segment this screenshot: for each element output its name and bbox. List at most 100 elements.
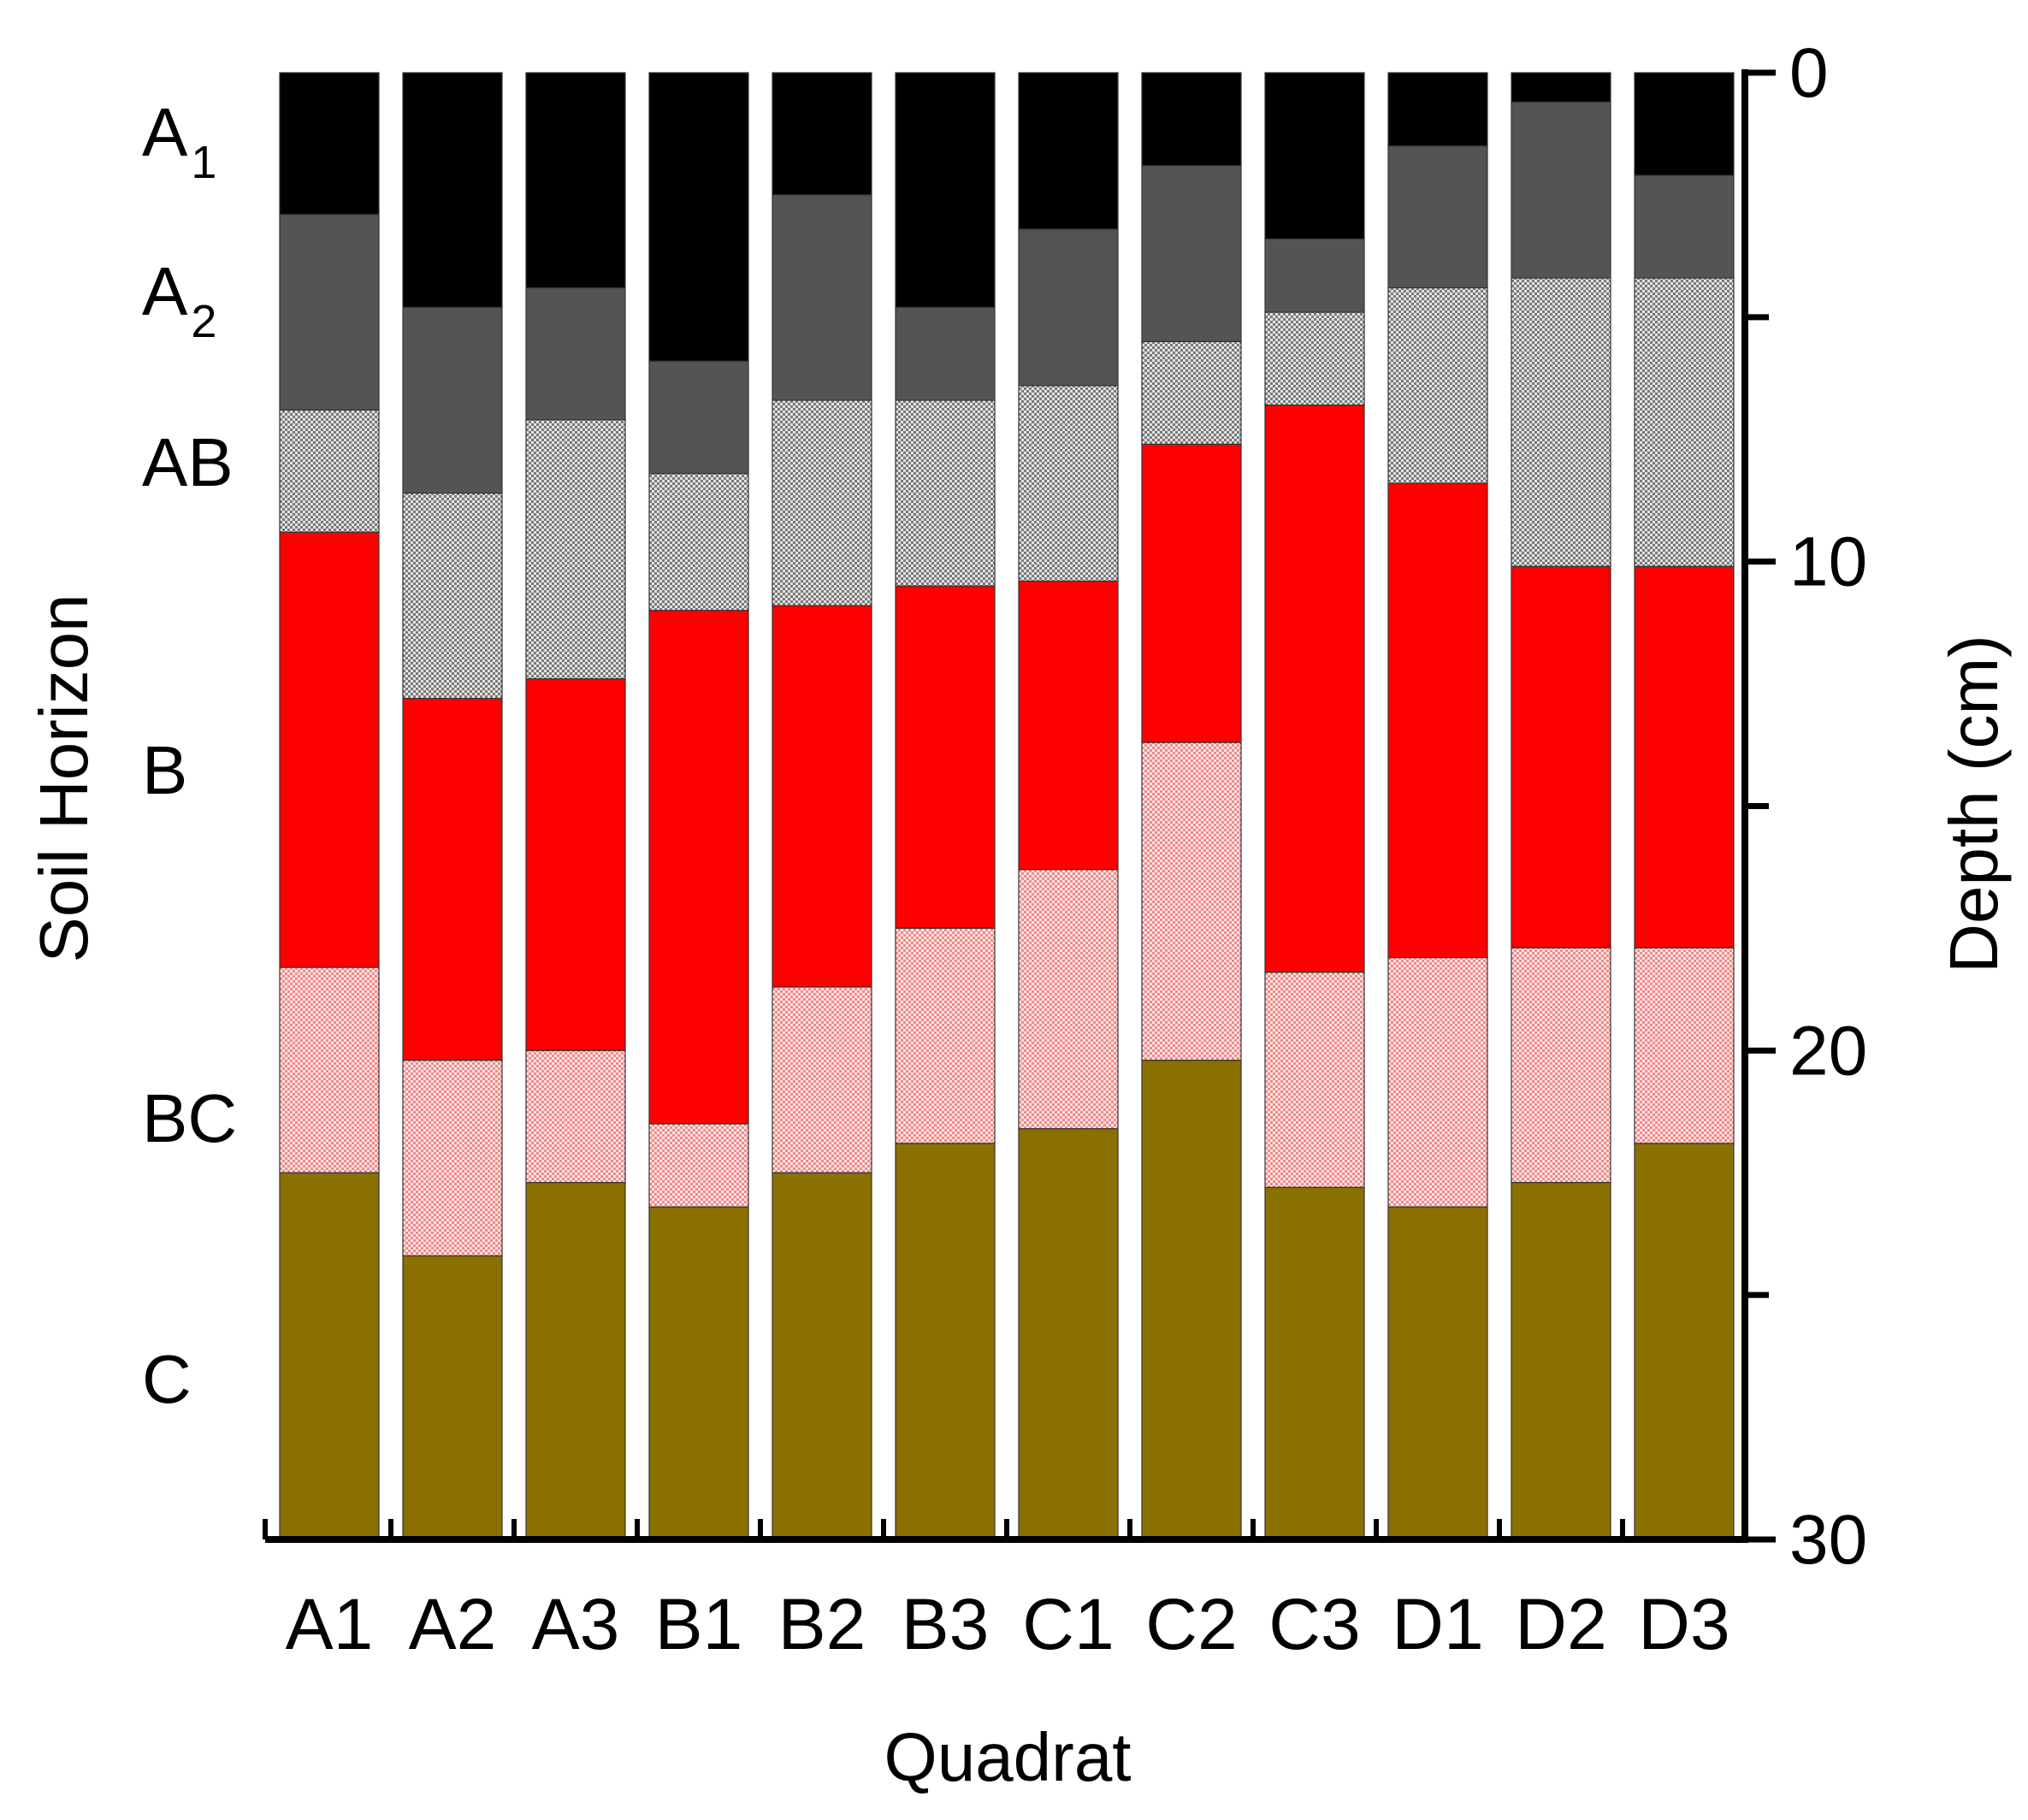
bar-segment-c3-a2 xyxy=(1264,238,1365,313)
bar-segment-b2-a1 xyxy=(772,72,872,196)
bar-segment-c2-a1 xyxy=(1141,72,1242,167)
axes-group xyxy=(263,69,1776,1543)
bar-segment-d2-b xyxy=(1511,565,1611,948)
x-tick-label-b1: B1 xyxy=(655,1584,743,1664)
bar-segment-a3-bc xyxy=(525,1049,626,1184)
bar-segment-a1-bc xyxy=(279,966,380,1173)
bar-segment-b3-bc xyxy=(895,927,996,1144)
bar-segment-c3-ab xyxy=(1264,311,1365,406)
horizon-labels: A1 A2 AB B BC C xyxy=(142,94,237,1417)
bar-segment-a2-ab xyxy=(402,493,503,700)
bar-segment-b2-ab xyxy=(772,399,872,606)
horizon-label-a1: A1 xyxy=(142,94,216,188)
bar-segment-d3-ab xyxy=(1634,277,1735,567)
bar-segment-a3-b xyxy=(525,678,626,1051)
bar-segment-a1-a1 xyxy=(279,72,380,216)
bar-segment-d2-bc xyxy=(1511,947,1611,1184)
x-tick-label-c2: C2 xyxy=(1145,1584,1237,1664)
y-tick-labels: 0 10 20 30 xyxy=(1789,34,1867,1579)
bar-segment-b1-c xyxy=(648,1206,749,1540)
bar-segment-c2-ab xyxy=(1141,340,1242,446)
bar-segment-c3-c xyxy=(1264,1186,1365,1540)
bar-segment-a1-ab xyxy=(279,409,380,533)
horizon-label-a2: A2 xyxy=(142,253,216,347)
bar-segment-d1-a1 xyxy=(1387,72,1488,147)
bar-segment-b3-b xyxy=(895,585,996,930)
bar-segment-b2-b xyxy=(772,605,872,988)
horizon-label-b: B xyxy=(142,732,187,808)
bar-segment-d3-b xyxy=(1634,565,1735,948)
x-tick-label-d1: D1 xyxy=(1392,1584,1483,1664)
x-tick-label-a3: A3 xyxy=(532,1584,620,1664)
y-tick-label-20: 20 xyxy=(1789,1012,1867,1090)
bar-segment-d3-a1 xyxy=(1634,72,1735,176)
bar-segment-a3-c xyxy=(525,1182,626,1540)
bar-segment-a2-a1 xyxy=(402,72,503,308)
bar-segment-c3-bc xyxy=(1264,972,1365,1189)
bar-segment-d1-bc xyxy=(1387,957,1488,1208)
y-tick-label-30: 30 xyxy=(1789,1501,1867,1579)
bar-segment-c2-bc xyxy=(1141,742,1242,1061)
bar-segment-a3-a1 xyxy=(525,72,626,289)
bar-segment-c2-b xyxy=(1141,443,1242,743)
bar-segment-d1-b xyxy=(1387,482,1488,959)
left-axis-title: Soil Horizon xyxy=(26,594,102,962)
bar-segment-c2-a2 xyxy=(1141,165,1242,343)
bar-segment-c3-b xyxy=(1264,405,1365,973)
bar-segment-b3-a2 xyxy=(895,306,996,401)
bar-segment-c3-a1 xyxy=(1264,72,1365,239)
bar-segment-b1-b xyxy=(648,610,749,1125)
bar-segment-d1-c xyxy=(1387,1206,1488,1540)
horizon-label-bc: BC xyxy=(142,1080,237,1156)
bar-segment-a3-ab xyxy=(525,419,626,680)
bar-segment-d2-a1 xyxy=(1511,72,1611,103)
bar-segment-c1-c xyxy=(1018,1128,1119,1540)
horizon-label-c: C xyxy=(142,1341,192,1417)
bar-segment-d3-c xyxy=(1634,1143,1735,1540)
x-tick-labels: A1 A2 A3 B1 B2 B3 C1 C2 C3 D1 D2 D3 xyxy=(286,1584,1730,1664)
x-tick-label-c3: C3 xyxy=(1268,1584,1360,1664)
bar-segment-d2-c xyxy=(1511,1182,1611,1540)
bar-segment-b2-a2 xyxy=(772,194,872,401)
bar-segment-d1-ab xyxy=(1387,287,1488,484)
bar-segment-c1-a1 xyxy=(1018,72,1119,230)
y-tick-label-0: 0 xyxy=(1789,34,1829,112)
bar-segment-b3-a1 xyxy=(895,72,996,308)
x-tick-label-a1: A1 xyxy=(286,1584,374,1664)
x-tick-label-a2: A2 xyxy=(409,1584,497,1664)
horizon-label-ab: AB xyxy=(142,424,234,500)
bar-segment-a2-a2 xyxy=(402,306,503,494)
bar-segment-b3-ab xyxy=(895,399,996,587)
bar-segment-b1-a1 xyxy=(648,72,749,362)
bar-segment-a2-bc xyxy=(402,1060,503,1257)
x-tick-label-d2: D2 xyxy=(1515,1584,1606,1664)
x-tick-label-b3: B3 xyxy=(902,1584,990,1664)
bar-segment-d2-ab xyxy=(1511,277,1611,567)
bar-segment-a1-b xyxy=(279,531,380,968)
bar-segment-d2-a2 xyxy=(1511,101,1611,279)
bar-segment-d3-bc xyxy=(1634,947,1735,1144)
bar-segment-b1-ab xyxy=(648,473,749,612)
bar-segment-b2-bc xyxy=(772,986,872,1173)
bar-segment-b2-c xyxy=(772,1172,872,1540)
x-tick-label-b2: B2 xyxy=(778,1584,866,1664)
bar-segment-b1-bc xyxy=(648,1123,749,1208)
x-axis-title: Quadrat xyxy=(884,1719,1131,1795)
bar-segment-d3-a2 xyxy=(1634,174,1735,279)
bar-segment-b1-a2 xyxy=(648,360,749,475)
bars-group xyxy=(279,72,1735,1540)
bar-segment-a1-a2 xyxy=(279,214,380,411)
x-tick-label-d3: D3 xyxy=(1638,1584,1729,1664)
bar-segment-c1-ab xyxy=(1018,385,1119,582)
bar-segment-c2-c xyxy=(1141,1060,1242,1540)
bar-segment-b3-c xyxy=(895,1143,996,1540)
bar-segment-c1-b xyxy=(1018,580,1119,871)
y-tick-label-10: 10 xyxy=(1789,523,1867,601)
bar-segment-c1-bc xyxy=(1018,869,1119,1130)
x-tick-label-c1: C1 xyxy=(1022,1584,1114,1664)
right-axis-title: Depth (cm) xyxy=(1936,635,2012,973)
bar-segment-a1-c xyxy=(279,1172,380,1540)
bar-segment-a2-c xyxy=(402,1255,503,1540)
bar-segment-a3-a2 xyxy=(525,287,626,421)
